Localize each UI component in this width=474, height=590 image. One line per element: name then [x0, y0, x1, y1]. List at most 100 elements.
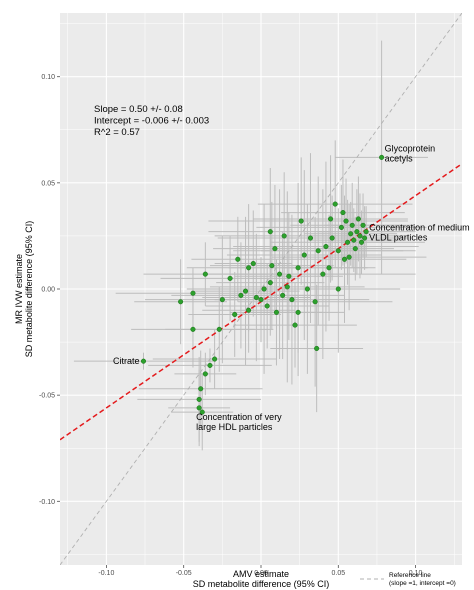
data-point: [338, 224, 344, 230]
data-point: [242, 288, 249, 294]
data-point: [358, 239, 365, 245]
data-point: [323, 243, 329, 250]
x-tick-label: 0.00: [254, 570, 268, 577]
data-point: [196, 405, 202, 411]
data-point: [315, 248, 321, 254]
data-point: [250, 260, 256, 267]
data-point: [360, 222, 366, 228]
data-point: [202, 271, 208, 277]
data-point: [355, 216, 361, 222]
data-point: [301, 252, 307, 258]
data-point: [357, 233, 363, 239]
data-point: [343, 218, 349, 224]
y-axis-title: MR IVW estimateSD metabolite difference …: [14, 221, 34, 357]
data-point: [286, 273, 292, 279]
data-point: [335, 248, 341, 254]
data-point: [199, 409, 205, 415]
axis-ticks: -0.10 -0.05 0.00 0.05 0.10 -0.10 -0.05 0.00 0.05…: [39, 74, 423, 577]
data-point: [202, 371, 208, 377]
data-point: [261, 286, 267, 292]
y-axis-title-line: MR IVW estimate: [14, 254, 24, 324]
x-axis-title-line: SD metabolite difference (95% CI): [193, 579, 329, 589]
data-point: [341, 256, 348, 262]
data-point: [212, 356, 218, 362]
data-point: [346, 254, 352, 260]
data-point: [198, 386, 204, 392]
data-point: [362, 235, 368, 241]
annotation: Citrate: [113, 356, 140, 366]
data-point: [326, 265, 332, 271]
y-tick-label: 0.10: [41, 74, 55, 81]
data-point: [246, 265, 252, 271]
annotation-text: Glycoprotein: [385, 143, 436, 153]
data-point: [273, 309, 280, 315]
data-point: [238, 292, 244, 298]
x-tick-label: -0.10: [98, 570, 114, 577]
data-point: [253, 294, 259, 301]
annotation-text: acetyls: [385, 153, 414, 163]
data-point: [320, 271, 326, 277]
data-point: [345, 239, 351, 245]
data-point: [289, 297, 295, 303]
data-point: [264, 303, 270, 309]
data-point: [216, 326, 222, 332]
data-point: [349, 222, 355, 228]
y-tick-label: 0.05: [41, 180, 55, 187]
legend-label: (slope =1, intercept =0): [389, 580, 456, 587]
plot-content: [60, 13, 462, 565]
data-point: [379, 154, 385, 160]
data-point: [351, 237, 357, 243]
data-point: [340, 210, 346, 216]
x-tick-label: 0.05: [331, 570, 345, 577]
annotation-text: VLDL particles: [369, 233, 428, 243]
annotation-text: Concentration of medium: [369, 223, 470, 233]
x-tick-label: -0.05: [176, 570, 192, 577]
data-point: [190, 326, 196, 332]
annotation-text: Citrate: [113, 356, 140, 366]
data-point: [304, 286, 310, 292]
data-point: [307, 235, 314, 241]
data-point: [281, 233, 287, 239]
annotation-text: large HDL particles: [196, 422, 273, 432]
y-tick-label: -0.05: [39, 393, 55, 400]
data-point: [267, 229, 273, 235]
data-point: [354, 229, 360, 235]
stats-line: R^2 = 0.57: [94, 127, 140, 138]
data-point: [335, 286, 341, 292]
data-point: [140, 358, 147, 364]
data-point: [328, 216, 334, 222]
stats-line: Slope = 0.50 +/- 0.08: [94, 104, 183, 115]
data-points: [140, 154, 385, 415]
data-point: [269, 263, 275, 269]
legend-label: Reference line: [389, 572, 431, 579]
stats-line: Intercept = -0.006 +/- 0.003: [94, 116, 209, 127]
data-point: [227, 275, 233, 281]
data-point: [363, 229, 369, 235]
data-point: [312, 299, 318, 305]
data-point: [258, 297, 264, 303]
data-point: [267, 280, 273, 286]
annotation-text: Concentration of very: [196, 412, 282, 422]
data-point: [280, 292, 286, 298]
data-point: [246, 307, 252, 313]
data-point: [352, 246, 358, 252]
data-point: [295, 265, 301, 271]
data-point: [219, 297, 225, 303]
data-point: [284, 284, 290, 290]
y-tick-label: 0.00: [41, 287, 55, 294]
x-tick-label: 0.10: [409, 570, 423, 577]
data-point: [292, 322, 298, 328]
data-point: [298, 218, 304, 224]
y-axis-title-line: SD metabolite difference (95% CI): [24, 221, 34, 357]
y-tick-label: -0.10: [39, 499, 55, 506]
x-axis-title-line: AMV estimate: [233, 569, 289, 579]
data-point: [332, 201, 338, 207]
data-point: [329, 235, 335, 241]
x-axis-title: AMV estimate SD metabolite difference (95…: [193, 569, 329, 589]
